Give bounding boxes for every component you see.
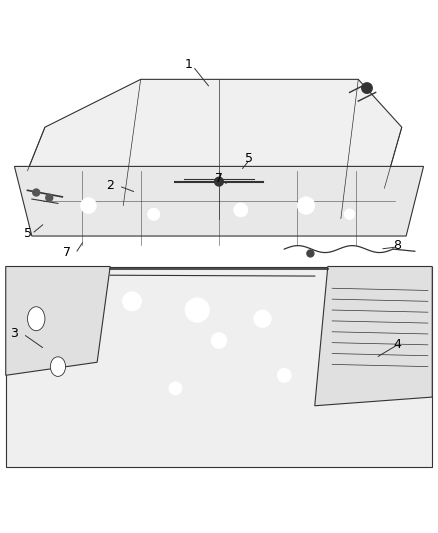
Circle shape [46, 194, 53, 201]
Circle shape [169, 382, 182, 395]
Text: 7: 7 [63, 246, 71, 259]
Circle shape [307, 250, 314, 257]
Ellipse shape [28, 307, 45, 330]
Circle shape [122, 292, 141, 311]
Circle shape [362, 83, 372, 93]
Circle shape [81, 198, 96, 213]
Polygon shape [315, 266, 432, 406]
Polygon shape [28, 79, 402, 223]
Polygon shape [14, 166, 424, 236]
Text: 4: 4 [393, 338, 401, 351]
Text: 8: 8 [393, 239, 402, 252]
Circle shape [297, 197, 315, 214]
Text: 5: 5 [245, 152, 254, 165]
Circle shape [215, 177, 223, 186]
Text: 3: 3 [11, 327, 18, 341]
Circle shape [185, 298, 209, 322]
Circle shape [211, 333, 227, 349]
Circle shape [344, 209, 355, 220]
Circle shape [254, 310, 271, 327]
Ellipse shape [50, 357, 66, 376]
Polygon shape [6, 266, 432, 467]
Text: 1: 1 [184, 58, 192, 70]
Polygon shape [6, 266, 110, 375]
Circle shape [234, 203, 248, 217]
Text: 7: 7 [215, 172, 223, 184]
Circle shape [148, 208, 160, 220]
Text: 2: 2 [106, 180, 114, 192]
Circle shape [277, 368, 291, 382]
Text: 5: 5 [24, 228, 32, 240]
Circle shape [33, 189, 40, 196]
